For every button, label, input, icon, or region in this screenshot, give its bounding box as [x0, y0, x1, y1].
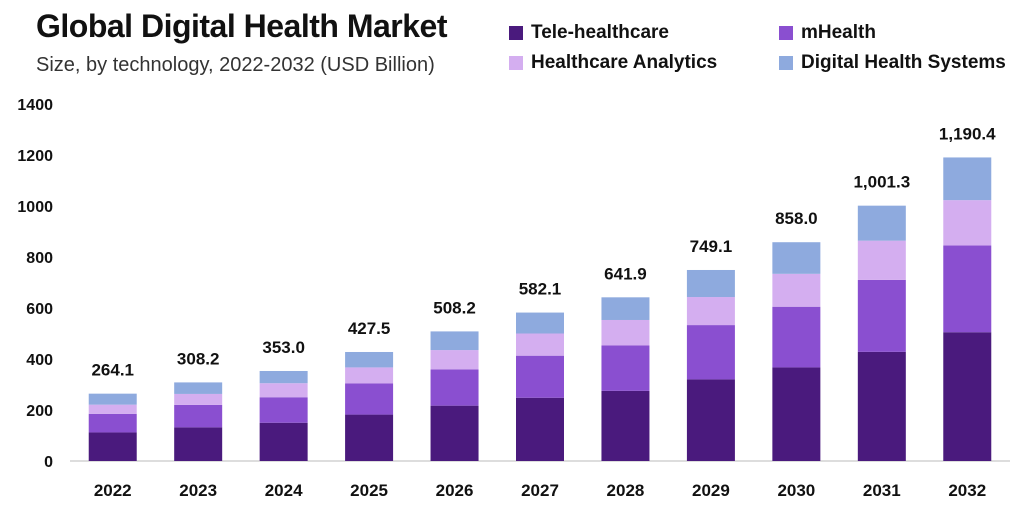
y-tick-label: 400	[26, 352, 53, 369]
bar-total-label: 308.2	[177, 349, 220, 368]
bar-segment-healthcare-analytics	[88, 404, 137, 414]
bar-segment-healthcare-analytics	[686, 297, 735, 326]
bar-segment-tele-healthcare	[601, 390, 650, 461]
x-tick-label: 2032	[948, 481, 986, 500]
bar-segment-tele-healthcare	[345, 414, 394, 461]
bar-total-label: 749.1	[690, 237, 733, 256]
bar-segment-healthcare-analytics	[857, 240, 906, 280]
bar-total-label: 353.0	[262, 338, 305, 357]
bar-segment-mhealth	[857, 279, 906, 352]
legend-item-mhealth: mHealth	[779, 22, 876, 44]
bar-segment-healthcare-analytics	[345, 367, 394, 384]
legend-label-digital-health-systems: Digital Health Systems	[801, 52, 1006, 73]
bar-segment-digital-health-systems	[516, 312, 564, 334]
bar-segment-tele-healthcare	[943, 332, 992, 461]
bar-segment-healthcare-analytics	[943, 200, 992, 246]
bar-total-label: 1,190.4	[939, 124, 996, 143]
y-tick-label: 0	[44, 454, 53, 471]
bar-total-label: 508.2	[433, 298, 476, 317]
x-tick-label: 2031	[863, 481, 901, 500]
legend-swatch-digital-health-systems	[779, 56, 793, 70]
bar-total-label: 427.5	[348, 319, 391, 338]
bar-segment-mhealth	[259, 397, 308, 423]
bar-segment-healthcare-analytics	[516, 333, 564, 356]
x-tick-label: 2029	[692, 481, 730, 500]
bar-segment-digital-health-systems	[345, 351, 394, 368]
chart-subtitle: Size, by technology, 2022-2032 (USD Bill…	[36, 54, 435, 76]
bar-segment-digital-health-systems	[88, 393, 137, 405]
bar-segment-tele-healthcare	[88, 432, 137, 461]
bar-segment-mhealth	[345, 383, 394, 415]
y-tick-label: 600	[26, 301, 53, 318]
bar-segment-healthcare-analytics	[174, 393, 223, 405]
bar-segment-tele-healthcare	[430, 405, 479, 461]
legend-item-healthcare-analytics: Healthcare Analytics	[509, 52, 717, 74]
bar-total-label: 264.1	[91, 361, 134, 380]
y-tick-label: 1200	[17, 148, 53, 165]
bar-segment-healthcare-analytics	[430, 350, 479, 370]
legend-item-tele-healthcare: Tele-healthcare	[509, 22, 669, 44]
x-tick-label: 2025	[350, 481, 388, 500]
bar-segment-healthcare-analytics	[772, 273, 821, 307]
bar-segment-digital-health-systems	[259, 370, 308, 384]
bar-segment-digital-health-systems	[430, 331, 479, 351]
bar-segment-digital-health-systems	[174, 382, 223, 394]
bar-segment-mhealth	[943, 245, 992, 333]
y-tick-label: 200	[26, 403, 53, 420]
bar-segment-mhealth	[686, 325, 735, 380]
bar-segment-mhealth	[88, 413, 137, 433]
bar-segment-mhealth	[430, 369, 479, 406]
chart-title: Global Digital Health Market	[36, 8, 447, 44]
legend-swatch-tele-healthcare	[509, 26, 523, 40]
y-tick-label: 800	[26, 250, 53, 267]
y-tick-label: 1000	[17, 199, 53, 216]
x-tick-label: 2022	[94, 481, 132, 500]
bar-segment-tele-healthcare	[174, 427, 223, 461]
chart-legend: Tele-healthcare mHealth Healthcare Analy…	[509, 22, 1029, 82]
x-tick-label: 2023	[179, 481, 217, 500]
legend-label-healthcare-analytics: Healthcare Analytics	[531, 52, 718, 73]
legend-label-tele-healthcare: Tele-healthcare	[531, 22, 669, 43]
bar-total-label: 858.0	[775, 209, 818, 228]
bar-segment-digital-health-systems	[686, 269, 735, 298]
bar-segment-digital-health-systems	[772, 242, 821, 274]
bar-total-label: 1,001.3	[853, 173, 910, 192]
bar-segment-mhealth	[601, 345, 650, 391]
bar-segment-healthcare-analytics	[259, 383, 308, 398]
bar-segment-tele-healthcare	[772, 367, 821, 461]
bar-segment-digital-health-systems	[601, 297, 650, 320]
bar-total-label: 582.1	[519, 280, 562, 299]
x-tick-label: 2027	[521, 481, 559, 500]
bar-segment-mhealth	[772, 306, 821, 368]
bar-total-label: 641.9	[604, 264, 647, 283]
x-tick-label: 2024	[265, 481, 303, 500]
bar-segment-tele-healthcare	[516, 397, 564, 461]
y-tick-label: 1400	[17, 97, 53, 114]
x-tick-label: 2026	[436, 481, 474, 500]
bar-segment-digital-health-systems	[857, 205, 906, 241]
legend-swatch-healthcare-analytics	[509, 56, 523, 70]
bar-segment-tele-healthcare	[259, 422, 308, 461]
bar-segment-tele-healthcare	[857, 351, 906, 461]
x-tick-label: 2028	[607, 481, 645, 500]
bar-segment-mhealth	[174, 404, 223, 428]
bar-segment-healthcare-analytics	[601, 319, 650, 346]
bar-segment-tele-healthcare	[686, 379, 735, 461]
bar-segment-digital-health-systems	[943, 157, 992, 201]
bar-segment-mhealth	[516, 355, 564, 398]
legend-swatch-mhealth	[779, 26, 793, 40]
legend-label-mhealth: mHealth	[801, 22, 876, 43]
x-tick-label: 2030	[777, 481, 815, 500]
legend-item-digital-health-systems: Digital Health Systems	[779, 52, 1006, 74]
